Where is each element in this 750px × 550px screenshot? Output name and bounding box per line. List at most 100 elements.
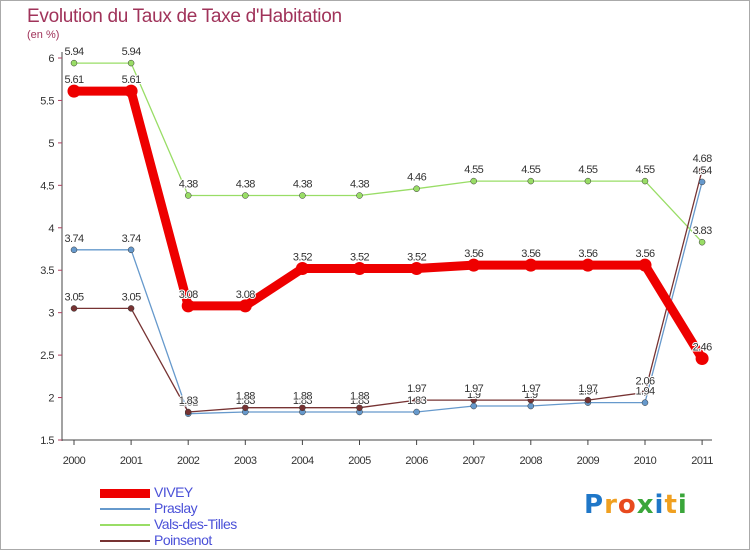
data-point [124,84,138,98]
legend-swatch [100,488,150,498]
x-tick-label: 2000 [63,455,86,467]
data-point [242,404,249,411]
data-label: 1.83 [350,395,369,407]
data-label: 3.05 [64,291,83,303]
data-label: 3.56 [635,248,654,260]
legend-swatch [100,540,150,542]
data-label: 3.52 [350,252,369,264]
data-point [470,396,477,404]
data-point [413,396,420,404]
data-point [238,299,252,313]
logo-letter: o [617,490,637,520]
legend-label: Vals-des-Tilles [154,516,237,532]
data-point [67,84,81,98]
data-label: 1.81 [179,397,198,409]
data-point [527,396,535,404]
logo-letter: r [604,490,618,520]
data-point [299,404,306,411]
data-label: 3.56 [464,248,483,260]
x-tick-label: 2003 [234,455,257,467]
chart-unit-label: (en %) [27,29,60,41]
data-label: 1.97 [521,383,540,395]
data-label: 3.08 [179,289,198,301]
series-line-praslay [73,181,703,415]
data-label: 4.55 [635,164,654,176]
data-label: 3.56 [521,248,540,260]
data-point [641,389,649,396]
data-point [467,258,481,272]
data-point [641,399,649,406]
data-label: 1.94 [578,386,597,398]
data-point [299,192,306,199]
data-label: 1.83 [407,395,426,407]
chart-title: Evolution du Taux de Taxe d'Habitation [27,6,342,27]
data-point [70,246,78,254]
data-label: 5.61 [122,74,141,86]
data-point [527,177,535,185]
data-point [698,238,706,246]
data-label: 1.97 [407,383,426,395]
data-label: 3.52 [407,252,426,264]
data-label: 1.88 [350,391,369,403]
data-point [127,305,135,312]
legend-label: Poinsenot [154,532,212,548]
y-tick-label: 4 [48,223,54,235]
data-label: 1.97 [464,383,483,395]
data-label: 4.54 [693,165,712,177]
data-point [581,258,595,272]
data-point [242,192,249,199]
data-point [470,402,477,410]
data-label: 1.97 [578,383,597,395]
data-label: 3.52 [293,252,312,264]
x-tick-label: 2004 [291,455,314,467]
data-point [184,408,192,416]
logo-letter: i [654,490,665,520]
data-label: 5.94 [64,46,83,58]
y-tick-label: 6 [48,53,54,65]
x-tick-label: 2008 [520,455,543,467]
data-point [127,246,135,254]
data-label: 3.74 [64,233,83,245]
data-point [527,402,535,410]
data-label: 3.74 [122,233,141,245]
data-label: 5.61 [64,74,83,86]
data-point [295,262,309,276]
data-label: 3.83 [693,225,712,237]
data-label: 3.08 [236,289,255,301]
y-tick-label: 4.5 [40,180,54,192]
data-label: 3.05 [122,291,141,303]
data-point [584,396,592,404]
data-label: 2.46 [693,342,712,354]
logo-letter: x [636,490,655,520]
data-label: 1.9 [524,389,538,401]
logo-letter: i [677,490,688,520]
y-tick-label: 1.5 [40,435,54,447]
data-point [584,177,592,185]
x-tick-label: 2001 [120,455,143,467]
data-point [641,177,649,185]
x-tick-label: 2007 [462,455,485,467]
series-line-vivey [69,86,707,363]
data-label: 4.46 [407,172,426,184]
y-tick-label: 5 [48,138,54,150]
legend-label: Praslay [154,500,198,516]
x-tick-label: 2002 [177,455,200,467]
data-point [698,178,706,186]
data-point [413,408,420,416]
data-label: 3.56 [578,248,597,260]
series-line-poinsenot [73,169,703,413]
data-labels: 3.74 3.741.81 1.83 1.83 1.83 1.83 1.9 1.9 1.94 1.… [63,45,713,410]
y-tick-label: 2 [48,393,54,405]
data-point [181,299,195,313]
data-label: 4.55 [521,164,540,176]
data-point [70,305,78,312]
y-tick-label: 2.5 [40,350,54,362]
logo-letter: P [584,490,605,520]
data-label: 2.06 [635,375,654,387]
legend-swatch [100,524,150,526]
legend-label: VIVEY [154,484,193,500]
data-label: 4.55 [578,164,597,176]
logo-letter: t [664,490,678,520]
data-point [356,404,363,411]
